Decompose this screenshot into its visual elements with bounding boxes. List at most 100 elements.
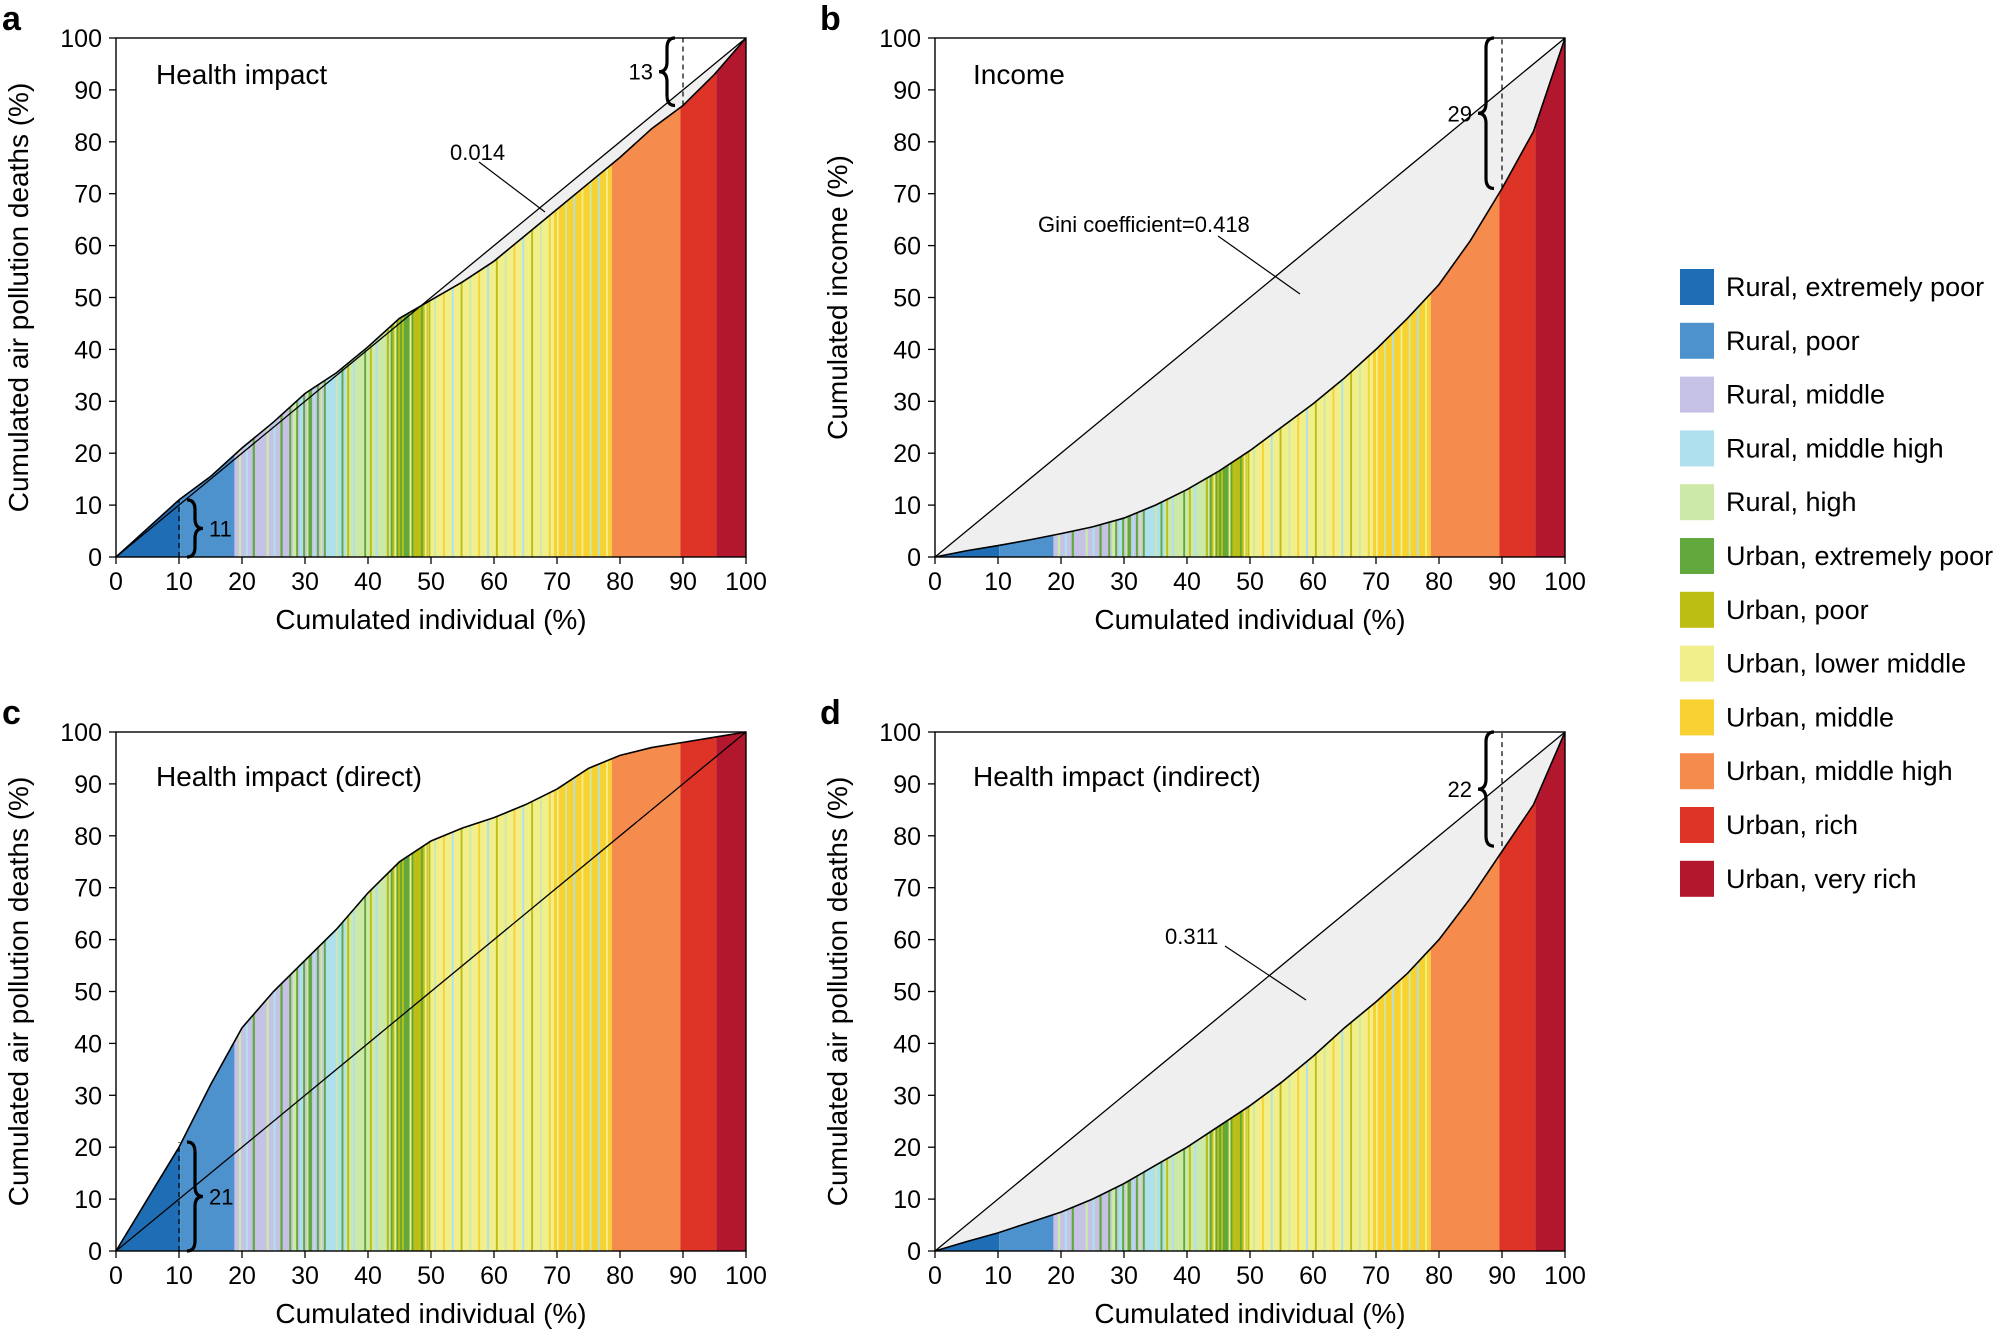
- stripe-d-67: [1425, 953, 1427, 1251]
- stripe-b-57: [1341, 379, 1344, 557]
- x-tick-label-d-8: 80: [1425, 1262, 1453, 1290]
- stripe-a-23: [330, 376, 333, 557]
- stripe-b-42: [1232, 461, 1235, 557]
- y-tick-label-d-0: 0: [907, 1238, 921, 1266]
- y-axis-label-c: Cumulated air pollution deaths (%): [3, 777, 34, 1207]
- stripe-a-50: [460, 282, 463, 557]
- y-tick-label-c-2: 20: [74, 1134, 102, 1162]
- stripe-c-32: [381, 878, 384, 1251]
- stripe-d-45: [1243, 1109, 1246, 1251]
- stripe-a-48: [442, 292, 445, 557]
- stripe-c-15: [299, 964, 302, 1251]
- y-tick-label-a-6: 60: [74, 233, 102, 261]
- stripe-c-3: [259, 1006, 262, 1251]
- stripe-d-59: [1358, 1015, 1361, 1251]
- stripe-a-31: [375, 339, 378, 557]
- stripe-d-24: [1154, 1165, 1157, 1251]
- x-tick-label-c-8: 80: [606, 1262, 634, 1290]
- gini-label-a: 0.014: [450, 140, 505, 165]
- stripe-b-45: [1243, 454, 1246, 557]
- legend-swatch-2: [1680, 376, 1714, 413]
- stripe-c-46: [428, 842, 431, 1251]
- stripe-b-59: [1358, 363, 1361, 557]
- stripe-a-52: [478, 270, 481, 557]
- stripe-d-56: [1332, 1037, 1335, 1251]
- stripe-a-25: [341, 367, 344, 557]
- stripe-a-41: [409, 311, 412, 557]
- group-area-d-1: [999, 1214, 1054, 1251]
- stripe-b-18: [1129, 515, 1131, 557]
- stripe-d-42: [1232, 1116, 1235, 1251]
- stripe-b-11: [1134, 513, 1137, 557]
- legend-label-11: Urban, very rich: [1726, 864, 1917, 894]
- stripe-c-44: [420, 847, 423, 1251]
- group-area-d-5: [1214, 1116, 1235, 1251]
- stripe-d-37: [1213, 1129, 1216, 1251]
- x-tick-label-a-5: 50: [417, 568, 445, 596]
- stripe-d-47: [1253, 1102, 1256, 1251]
- x-tick-label-b-1: 10: [984, 568, 1012, 596]
- stripe-c-41: [409, 854, 412, 1251]
- x-tick-label-b-4: 40: [1173, 568, 1201, 596]
- stripe-a-64: [581, 188, 584, 557]
- stripe-a-11: [315, 386, 318, 557]
- gini-leader-line-a: [478, 161, 546, 213]
- stripe-b-29: [1183, 490, 1186, 557]
- stripe-a-58: [531, 229, 534, 557]
- x-tick-label-b-10: 100: [1544, 568, 1586, 596]
- stripe-d-57: [1341, 1029, 1344, 1251]
- stripe-b-60: [1367, 355, 1370, 557]
- stripe-b-55: [1323, 394, 1326, 557]
- stripe-b-25: [1160, 502, 1163, 557]
- group-area-d-9: [1430, 855, 1500, 1251]
- stripe-c-53: [487, 819, 489, 1251]
- group-area-c-0: [116, 1144, 181, 1251]
- stripe-a-28: [358, 353, 361, 557]
- group-area-a-10: [680, 72, 717, 557]
- x-tick-label-c-9: 90: [669, 1262, 697, 1290]
- x-tick-label-c-7: 70: [543, 1262, 571, 1290]
- legend-label-9: Urban, middle high: [1726, 756, 1953, 786]
- panel-letter-d: d: [820, 694, 841, 732]
- stripe-d-16: [1122, 1183, 1124, 1251]
- stripe-a-6: [280, 414, 283, 557]
- stripe-c-42: [413, 851, 416, 1251]
- stripe-c-21: [320, 944, 323, 1251]
- stripe-d-27: [1171, 1155, 1174, 1251]
- legend-label-5: Urban, extremely poor: [1726, 541, 1993, 571]
- stripe-d-14: [1115, 1187, 1118, 1251]
- legend-swatch-4: [1680, 484, 1714, 521]
- panel-title-c: Health impact (direct): [156, 761, 422, 792]
- group-area-c-10: [680, 736, 717, 1251]
- lorenz-curve-c: [115, 731, 747, 1252]
- stripe-d-43: [1236, 1114, 1239, 1251]
- stripe-c-34: [392, 867, 395, 1251]
- stripe-d-20: [1135, 1176, 1138, 1251]
- stripe-c-13: [292, 971, 295, 1251]
- legend-label-6: Urban, poor: [1726, 595, 1869, 625]
- y-tick-label-a-10: 100: [60, 25, 102, 53]
- stripe-a-10: [308, 390, 311, 557]
- stripe-d-26: [1166, 1158, 1169, 1251]
- stripe-d-51: [1288, 1075, 1291, 1251]
- stripe-a-24: [335, 372, 338, 557]
- x-axis-label-c: Cumulated individual (%): [275, 1298, 586, 1329]
- stripe-d-5: [1092, 1198, 1095, 1251]
- stripe-a-57: [522, 237, 525, 557]
- x-tick-label-a-7: 70: [543, 568, 571, 596]
- legend-swatch-1: [1680, 322, 1714, 359]
- stripe-c-45: [424, 844, 427, 1251]
- stripe-a-45: [424, 303, 427, 557]
- x-tick-label-a-1: 10: [165, 568, 193, 596]
- x-tick-label-d-7: 70: [1362, 1262, 1390, 1290]
- stripe-d-66: [1416, 962, 1419, 1251]
- stripe-a-16: [303, 394, 305, 557]
- stripe-c-59: [539, 797, 542, 1251]
- y-tick-label-b-4: 40: [893, 336, 921, 364]
- x-tick-label-d-4: 40: [1173, 1262, 1201, 1290]
- stripe-b-19: [1132, 514, 1135, 557]
- stripe-c-40: [405, 856, 408, 1251]
- legend-label-1: Rural, poor: [1726, 326, 1860, 356]
- panel-letter-b: b: [820, 0, 841, 38]
- stripe-b-58: [1350, 371, 1353, 557]
